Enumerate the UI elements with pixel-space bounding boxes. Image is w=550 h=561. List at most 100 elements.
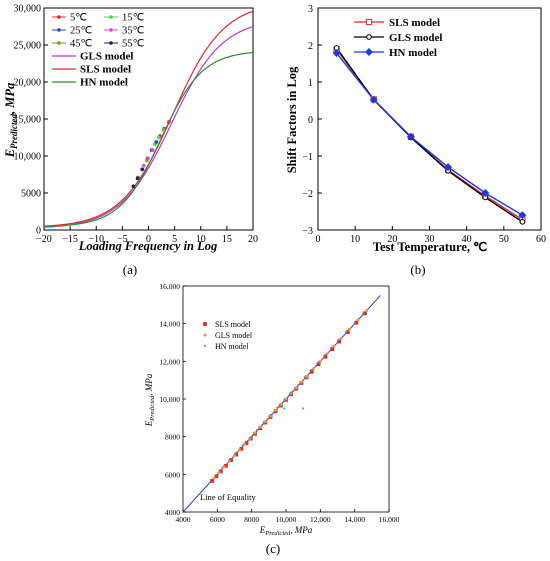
data-point xyxy=(337,339,342,344)
data-point xyxy=(356,318,360,322)
series-marker xyxy=(519,219,526,225)
x-tick-label: 10 xyxy=(350,234,360,245)
data-point xyxy=(330,347,335,351)
series-marker xyxy=(518,211,527,220)
series-marker xyxy=(481,189,490,197)
panel-b-x-ticks: 0 10 20 30 40 50 60 xyxy=(316,226,546,245)
legend-label: SLS model xyxy=(215,320,252,329)
legend-label: 5℃ xyxy=(70,13,87,24)
data-point xyxy=(317,361,320,364)
x-tick-label: 16,000 xyxy=(379,515,400,524)
data-point xyxy=(276,406,279,409)
legend-label: SLS model xyxy=(389,17,440,29)
data-point xyxy=(217,470,221,474)
panel-c: 4000 6000 8000 10,000 12,000 14,000 16,000 400… xyxy=(144,282,400,556)
x-tick-label: 12,000 xyxy=(310,515,331,524)
panel-c-x-label: EPredicted, MPa xyxy=(259,525,313,537)
data-point xyxy=(157,135,161,140)
y-tick-label: −3 xyxy=(302,226,313,237)
panel-a-y-label: EPredicted, MPa xyxy=(3,83,19,159)
data-point xyxy=(203,322,207,326)
panel-b-markers xyxy=(332,45,527,225)
legend-label: HN model xyxy=(389,47,437,59)
data-point xyxy=(253,431,257,435)
x-tick-label: 15 xyxy=(222,234,232,245)
x-tick-label: 40 xyxy=(462,234,472,245)
y-tick-label: 10,000 xyxy=(14,152,42,163)
legend-label: 25℃ xyxy=(70,26,93,37)
panel-a-curves xyxy=(43,10,254,228)
curve-line xyxy=(43,51,254,228)
data-point xyxy=(316,362,321,367)
x-tick-label: 5 xyxy=(172,234,177,245)
x-tick-label: 14,000 xyxy=(344,515,365,524)
data-point xyxy=(241,444,245,447)
y-tick-label: −2 xyxy=(302,189,313,200)
panel-c-y-ticks: 4000 6000 8000 10,000 12,000 14,000 16,000 xyxy=(159,282,186,517)
y-tick-label: 30,000 xyxy=(14,4,42,15)
panel-b-caption: (b) xyxy=(410,262,425,277)
legend-marker xyxy=(57,15,61,19)
data-point xyxy=(135,176,140,180)
data-point xyxy=(167,120,171,124)
data-point xyxy=(310,368,313,371)
data-point xyxy=(258,425,262,429)
series-marker xyxy=(369,95,378,104)
data-point xyxy=(141,163,146,168)
data-point xyxy=(248,436,252,439)
data-point xyxy=(214,474,217,477)
data-point xyxy=(224,463,228,468)
data-point xyxy=(279,403,283,407)
panel-c-legend: SLS model GLS model HN model xyxy=(203,320,253,351)
x-tick-label: 0 xyxy=(316,234,321,245)
data-point xyxy=(140,167,145,172)
series-marker xyxy=(332,49,341,58)
series-line xyxy=(336,52,523,216)
data-point xyxy=(150,148,155,152)
data-point xyxy=(262,421,265,424)
series-marker xyxy=(365,48,373,56)
data-point xyxy=(218,469,223,474)
y-tick-label: 16,000 xyxy=(159,282,180,291)
data-point xyxy=(244,441,249,446)
legend-marker xyxy=(109,41,113,45)
data-point xyxy=(363,311,367,316)
data-point xyxy=(269,413,272,417)
data-point xyxy=(255,428,258,432)
y-tick-label: 5000 xyxy=(21,189,41,200)
legend-label: GLS model xyxy=(80,51,133,63)
panel-b-y-ticks: −3 −2 −1 0 1 2 3 xyxy=(302,4,322,237)
data-point xyxy=(299,380,303,384)
y-tick-label: 20,000 xyxy=(14,78,42,89)
data-point xyxy=(294,386,298,390)
y-tick-label: 8000 xyxy=(165,433,180,442)
panel-a-y-ticks: 0 5000 10,000 15,000 20,000 25,000 30,000 xyxy=(14,4,48,237)
series-marker xyxy=(366,34,372,40)
y-tick-label: 12,000 xyxy=(159,357,180,366)
data-point xyxy=(303,376,306,379)
data-point xyxy=(228,459,231,462)
legend-label: 55℃ xyxy=(122,39,145,50)
data-point xyxy=(348,327,352,331)
panel-a-x-label: Loading Frequency in Log xyxy=(78,239,218,253)
x-tick-label: 10 xyxy=(196,234,206,245)
y-tick-label: 1 xyxy=(308,78,313,89)
y-tick-label: 0 xyxy=(308,115,313,126)
data-point xyxy=(145,158,149,163)
data-point xyxy=(345,330,350,335)
legend-label: 35℃ xyxy=(122,26,145,37)
x-tick-label: −15 xyxy=(62,234,78,245)
data-point xyxy=(239,447,244,451)
x-tick-label: 50 xyxy=(499,234,509,245)
panel-a-caption: (a) xyxy=(123,262,137,277)
series-marker xyxy=(365,18,373,26)
data-point xyxy=(290,391,293,394)
data-point xyxy=(309,369,314,374)
data-point xyxy=(302,407,305,410)
x-tick-label: −10 xyxy=(88,234,104,245)
data-point xyxy=(365,308,369,312)
panel-c-points xyxy=(210,308,369,483)
legend-label: HN model xyxy=(215,342,249,351)
curve-line xyxy=(43,26,254,228)
